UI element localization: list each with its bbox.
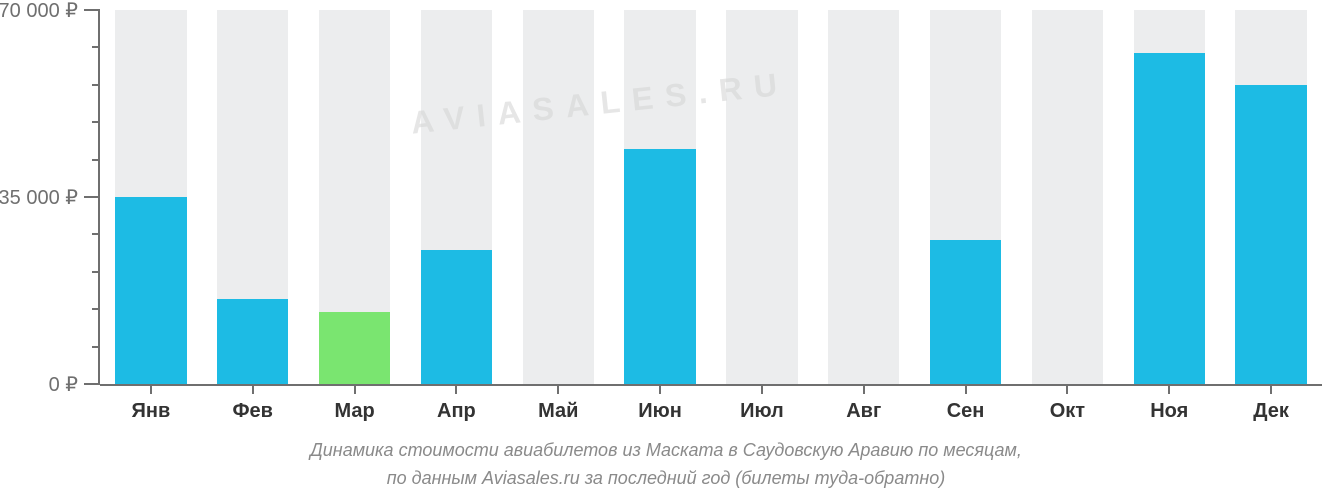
x-tick-label: Окт: [1017, 400, 1119, 423]
y-tick-minor: [92, 84, 100, 86]
x-tick: [354, 384, 356, 394]
x-tick-label: Май: [507, 400, 609, 423]
x-tick: [557, 384, 559, 394]
x-tick-label: Мар: [304, 400, 406, 423]
y-tick-minor: [92, 233, 100, 235]
y-tick-major: [84, 383, 100, 385]
x-tick-label: Июн: [609, 400, 711, 423]
x-tick-label: Июл: [711, 400, 813, 423]
y-tick-label: 35 000 ₽: [0, 185, 78, 210]
bar: [1235, 85, 1306, 384]
y-tick-minor: [92, 159, 100, 161]
y-tick-minor: [92, 271, 100, 273]
y-tick-label: 0 ₽: [49, 372, 78, 397]
y-tick-minor: [92, 346, 100, 348]
x-tick: [455, 384, 457, 394]
bar: [217, 299, 288, 384]
x-tick: [150, 384, 152, 394]
x-tick-label: Дек: [1220, 400, 1322, 423]
bar: [930, 240, 1001, 384]
x-axis-line: [100, 384, 1322, 386]
x-tick-label: Сен: [915, 400, 1017, 423]
bar: [115, 197, 186, 384]
bar-bg: [726, 10, 797, 384]
bar-bg: [828, 10, 899, 384]
bar: [1134, 53, 1205, 384]
x-tick: [965, 384, 967, 394]
x-tick: [761, 384, 763, 394]
bar: [421, 250, 492, 384]
x-tick: [1066, 384, 1068, 394]
y-tick-minor: [92, 308, 100, 310]
x-tick: [1168, 384, 1170, 394]
x-tick: [252, 384, 254, 394]
plot-area: [100, 10, 1322, 384]
x-tick-label: Апр: [406, 400, 508, 423]
y-tick-minor: [92, 46, 100, 48]
x-tick: [863, 384, 865, 394]
y-tick-minor: [92, 121, 100, 123]
caption-line-1: Динамика стоимости авиабилетов из Маскат…: [0, 440, 1332, 461]
x-tick-label: Ноя: [1118, 400, 1220, 423]
x-tick-label: Фев: [202, 400, 304, 423]
y-tick-label: 70 000 ₽: [0, 0, 78, 23]
y-tick-major: [84, 9, 100, 11]
price-chart: AVIASALES.RU Динамика стоимости авиабиле…: [0, 0, 1332, 502]
x-tick-label: Янв: [100, 400, 202, 423]
x-tick: [1270, 384, 1272, 394]
caption-line-2: по данным Aviasales.ru за последний год …: [0, 468, 1332, 489]
bar-bg: [523, 10, 594, 384]
x-tick-label: Авг: [813, 400, 915, 423]
bar-bg: [1032, 10, 1103, 384]
x-tick: [659, 384, 661, 394]
y-tick-major: [84, 196, 100, 198]
bar: [319, 312, 390, 384]
bar: [624, 149, 695, 384]
